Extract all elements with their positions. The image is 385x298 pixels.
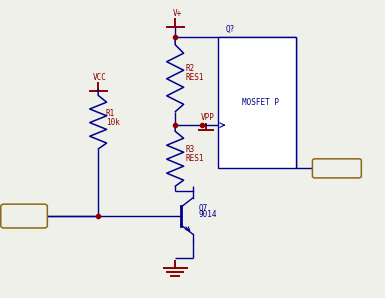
Text: I/O: I/O — [16, 212, 32, 221]
Text: R3: R3 — [186, 145, 195, 154]
Text: RES1: RES1 — [186, 154, 204, 163]
Text: VCC: VCC — [93, 73, 107, 82]
FancyBboxPatch shape — [1, 204, 47, 228]
Text: MOSFET P: MOSFET P — [242, 98, 280, 107]
Text: V+: V+ — [172, 9, 182, 18]
Text: OUTPUT: OUTPUT — [323, 164, 351, 173]
Text: Q?: Q? — [225, 25, 234, 34]
Text: R2: R2 — [186, 64, 195, 73]
Text: R1: R1 — [106, 109, 115, 118]
Text: RES1: RES1 — [186, 73, 204, 82]
Text: 10k: 10k — [106, 118, 120, 127]
Text: Q7: Q7 — [198, 204, 208, 213]
Text: VPP: VPP — [201, 113, 215, 122]
FancyBboxPatch shape — [313, 159, 361, 178]
FancyBboxPatch shape — [218, 37, 296, 168]
Text: 9014: 9014 — [198, 210, 217, 219]
